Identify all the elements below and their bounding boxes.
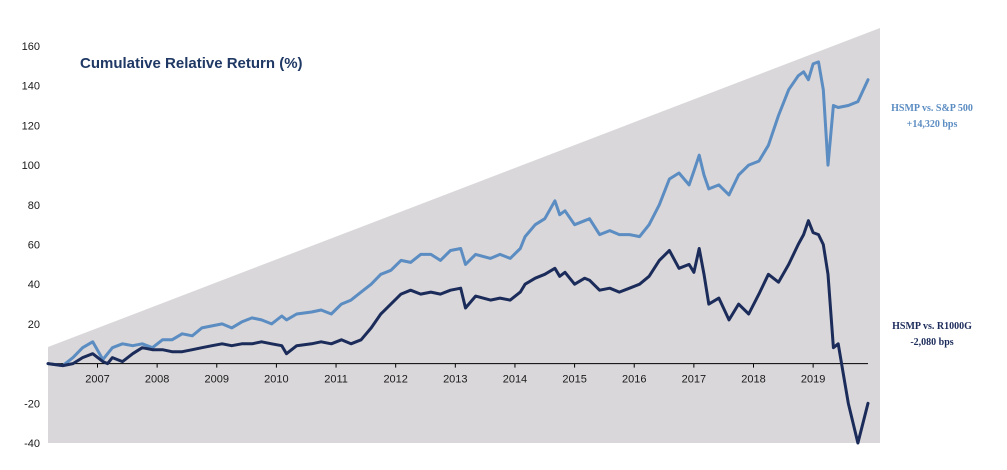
y-tick-label: 100 <box>22 160 40 172</box>
y-tick-label: 140 <box>22 81 40 93</box>
x-tick-label: 2011 <box>324 374 348 386</box>
x-tick-label: 2018 <box>741 374 765 386</box>
annotations: HSMP vs. S&P 500 +14,320 bps HSMP vs. R100… <box>891 103 973 348</box>
x-tick-label: 2014 <box>503 374 527 386</box>
x-tick-label: 2008 <box>145 374 169 386</box>
x-tick-label: 2010 <box>264 374 288 386</box>
y-tick-label: -40 <box>24 438 40 450</box>
series-layer <box>46 60 870 445</box>
chart-title: Cumulative Relative Return (%) <box>80 55 303 72</box>
x-tick-label: 2015 <box>562 374 586 386</box>
x-tick-label: 2017 <box>682 374 706 386</box>
y-tick-label: 80 <box>28 200 40 212</box>
y-axis: 160 140 120 100 80 60 40 20 -20 -40 <box>22 41 40 450</box>
x-tick-label: 2019 <box>801 374 825 386</box>
x-tick-label: 2012 <box>383 374 407 386</box>
y-tick-label: 60 <box>28 240 40 252</box>
y-tick-label: -20 <box>24 398 40 410</box>
y-tick-label: 20 <box>28 319 40 331</box>
x-tick-label: 2013 <box>443 374 467 386</box>
annotation-r1000g-value: -2,080 bps <box>910 337 953 348</box>
annotation-r1000g-label: HSMP vs. R1000G <box>892 321 972 332</box>
x-tick-label: 2009 <box>205 374 229 386</box>
y-tick-label: 40 <box>28 279 40 291</box>
series-line-sp500 <box>46 60 870 368</box>
y-tick-label: 160 <box>22 41 40 53</box>
annotation-sp500-value: +14,320 bps <box>907 119 958 130</box>
x-tick-label: 2007 <box>85 374 109 386</box>
series-line-r1000g <box>46 219 870 445</box>
annotation-sp500-label: HSMP vs. S&P 500 <box>891 103 973 114</box>
x-axis: 2007 2008 2009 2010 2011 2012 2013 2014 2015 2016… <box>48 363 868 386</box>
x-tick-label: 2016 <box>622 374 646 386</box>
y-tick-label: 120 <box>22 120 40 132</box>
chart-background-triangle <box>48 28 880 443</box>
